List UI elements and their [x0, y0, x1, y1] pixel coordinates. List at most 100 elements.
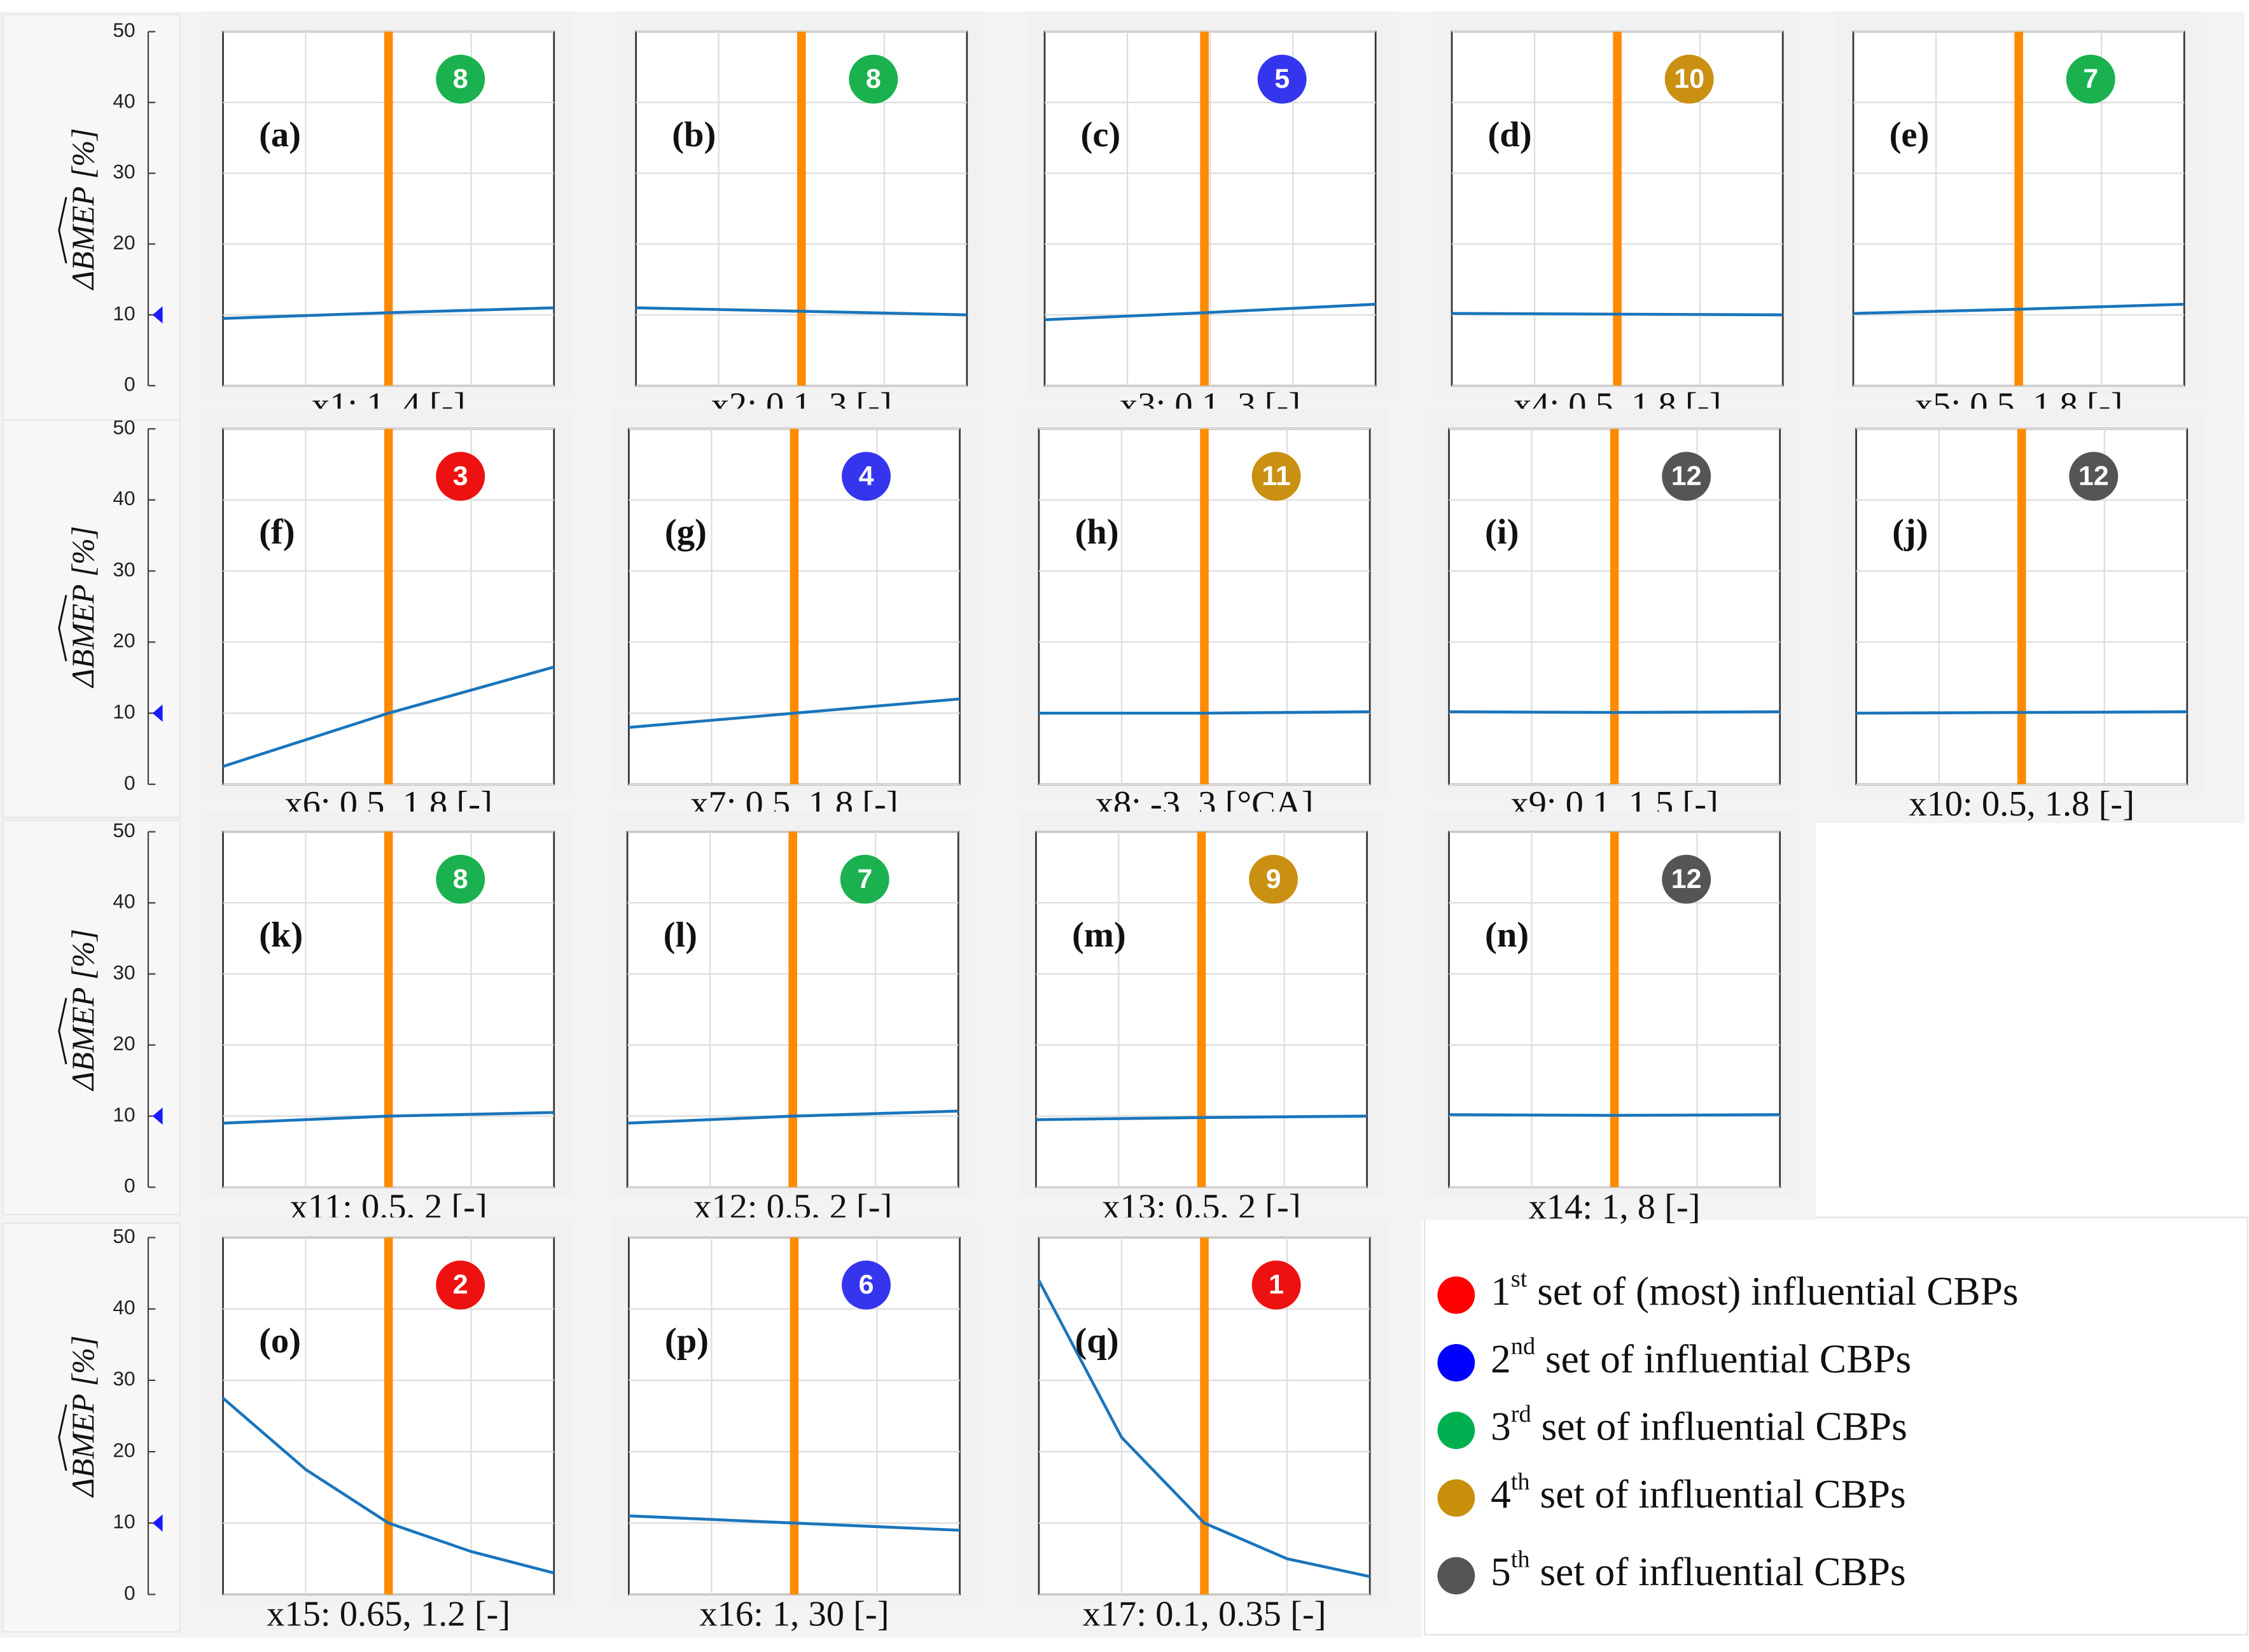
- legend-text: 3rd set of influential CBPs: [1491, 1401, 1907, 1448]
- axis-column: [2, 819, 181, 1216]
- panel-label: (q): [1075, 1321, 1118, 1361]
- rank-number: 2: [453, 1270, 468, 1300]
- sensitivity-line: [627, 1109, 959, 1125]
- panel-label: (a): [259, 115, 301, 155]
- reference-marker: [152, 704, 163, 722]
- rank-number: 7: [2083, 64, 2098, 94]
- y-tick-label: 20: [113, 231, 135, 254]
- rank-badge: [1251, 1260, 1301, 1310]
- rank-number: 12: [2078, 461, 2109, 491]
- rank-badge: [1664, 54, 1714, 104]
- label-hat: [58, 197, 67, 264]
- panel-label: (j): [1892, 513, 1928, 552]
- panel-label: (l): [664, 915, 697, 955]
- rank-badge: [1251, 452, 1301, 501]
- legend-suffix: th: [1511, 1468, 1530, 1495]
- sensitivity-line: [222, 1397, 555, 1574]
- x-axis-label: x16: 1, 30 [-]: [699, 1595, 889, 1634]
- panel-label: (p): [665, 1321, 709, 1361]
- rank-badge: [1257, 54, 1307, 104]
- rank-badge: [1662, 452, 1711, 501]
- reference-marker: [152, 1514, 163, 1532]
- y-tick-label: 10: [113, 1103, 135, 1126]
- legend-label: set of (most) influential CBPs: [1537, 1269, 2018, 1314]
- rank-number: 5: [1274, 64, 1290, 94]
- y-tick-label: 50: [113, 415, 135, 438]
- y-tick-label: 0: [124, 1581, 136, 1604]
- legend-label: set of influential CBPs: [1540, 1550, 1905, 1594]
- y-axis-title: ΔBMEP [%]: [58, 526, 101, 689]
- rank-badge: [1249, 854, 1299, 904]
- legend-box: [1423, 1216, 2248, 1635]
- legend-text: 5th set of influential CBPs: [1491, 1546, 1906, 1593]
- y-tick-label: 20: [113, 1032, 135, 1055]
- y-label: ΔBMEP [%]: [66, 526, 101, 689]
- rank-badge: [849, 54, 898, 104]
- rank-number: 10: [1674, 64, 1704, 94]
- legend-suffix: st: [1511, 1265, 1528, 1292]
- panel-label: (o): [259, 1321, 301, 1361]
- rank-number: 12: [1671, 461, 1702, 491]
- panel-label: (b): [672, 115, 716, 155]
- legend-label: set of influential CBPs: [1542, 1404, 1907, 1448]
- rank-number: 8: [453, 64, 468, 94]
- reference-marker: [152, 1107, 163, 1125]
- legend-label: set of influential CBPs: [1545, 1336, 1911, 1381]
- rank-number: 4: [859, 461, 874, 491]
- legend-suffix: th: [1511, 1546, 1530, 1572]
- y-tick-label: 10: [113, 1510, 135, 1533]
- rank-number: 6: [859, 1270, 874, 1300]
- rank-badge: [1662, 854, 1711, 904]
- rank-badge: [842, 1260, 891, 1310]
- y-tick-label: 0: [124, 1174, 136, 1197]
- label-hat: [58, 1404, 67, 1471]
- x-axis-label: x10: 0.5, 1.8 [-]: [1909, 784, 2134, 824]
- x-axis-label: x14: 1, 8 [-]: [1529, 1187, 1701, 1226]
- legend-ordinal: 1: [1491, 1269, 1511, 1314]
- x-axis-label: x17: 0.1, 0.35 [-]: [1082, 1595, 1326, 1634]
- sensitivity-line: [636, 306, 967, 317]
- y-axis-title: ΔBMEP [%]: [58, 1335, 101, 1498]
- y-tick-label: 40: [113, 89, 135, 112]
- panel-label: (d): [1488, 115, 1532, 155]
- y-tick-label: 50: [113, 819, 135, 842]
- y-tick-label: 40: [113, 890, 135, 913]
- rank-badge: [436, 452, 485, 501]
- y-tick-label: 20: [113, 1438, 135, 1461]
- rank-number: 7: [857, 864, 872, 894]
- panel-label: (m): [1072, 915, 1126, 955]
- panel-label: (e): [1890, 115, 1930, 155]
- rank-number: 8: [453, 864, 468, 894]
- y-tick-label: 50: [113, 1225, 135, 1247]
- y-tick-label: 40: [113, 487, 135, 510]
- y-label: ΔBMEP [%]: [66, 929, 101, 1092]
- legend-suffix: rd: [1511, 1401, 1531, 1427]
- sensitivity-line: [1038, 710, 1370, 715]
- y-tick-label: 0: [124, 373, 136, 396]
- sensitivity-line: [1856, 710, 2187, 715]
- rank-badge: [436, 1260, 485, 1310]
- axis-column: [2, 13, 181, 424]
- panel-label: (h): [1075, 513, 1118, 552]
- y-tick-label: 30: [113, 558, 135, 581]
- y-tick-label: 30: [113, 160, 135, 183]
- rank-badge: [2066, 54, 2115, 104]
- sensitivity-line: [1036, 1114, 1367, 1121]
- panel-label: (n): [1485, 915, 1529, 955]
- legend-ordinal: 2: [1491, 1336, 1511, 1381]
- y-axis-title: ΔBMEP [%]: [58, 929, 101, 1092]
- sensitivity-line: [1044, 302, 1376, 321]
- rank-badge: [436, 54, 485, 104]
- legend-dot: [1437, 1343, 1475, 1382]
- panel-label: (c): [1081, 115, 1121, 155]
- rank-badge: [2069, 452, 2119, 501]
- legend-ordinal: 4: [1491, 1471, 1511, 1516]
- sensitivity-line: [629, 697, 960, 729]
- rank-number: 9: [1266, 864, 1281, 894]
- sensitivity-line: [223, 1111, 554, 1125]
- y-tick-label: 30: [113, 1367, 135, 1390]
- y-label: ΔBMEP [%]: [66, 1335, 101, 1498]
- legend-dot: [1437, 1557, 1475, 1595]
- rank-number: 11: [1262, 461, 1290, 491]
- legend-dot: [1437, 1412, 1475, 1450]
